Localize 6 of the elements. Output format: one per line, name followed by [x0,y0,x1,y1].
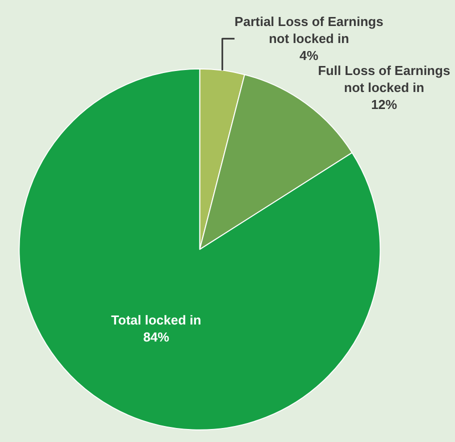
data-label: 4% [300,48,319,64]
slice-label: Partial Loss of Earnings not locked in [234,14,384,46]
slice-label: Full Loss of Earnings not locked in [318,63,450,95]
slice-label: Total locked in [111,312,202,328]
data-label: 84% [143,329,170,344]
data-label: 12% [371,96,398,112]
